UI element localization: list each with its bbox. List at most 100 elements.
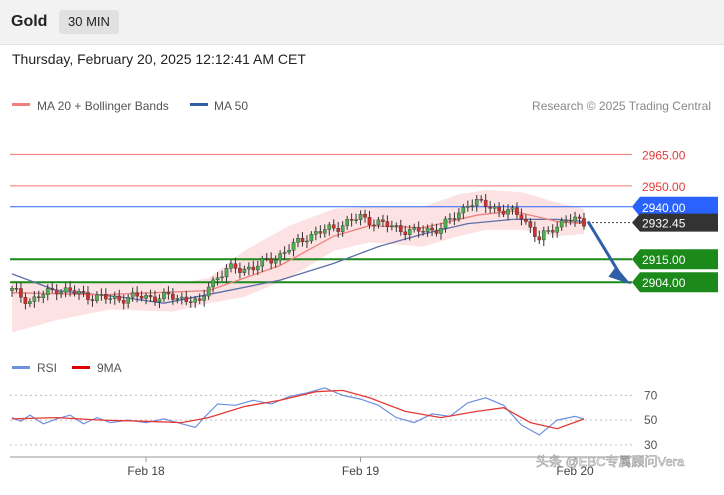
candle (336, 228, 341, 232)
candle (515, 207, 519, 215)
candle (202, 295, 206, 301)
candle (398, 225, 403, 233)
level-tag-2940.00 (632, 196, 718, 217)
candle (10, 288, 14, 291)
candle (171, 293, 175, 300)
candle (479, 199, 484, 201)
candle (77, 290, 81, 294)
last-price-label: 2932.45 (642, 217, 686, 231)
candle (184, 296, 189, 302)
last-price-tag (632, 213, 718, 232)
candle (403, 231, 408, 235)
candle (211, 279, 215, 288)
timeframe-button[interactable]: 30 MIN (59, 10, 119, 34)
candle (466, 206, 470, 208)
candle (68, 287, 72, 291)
rsi-legend-label: RSI (37, 361, 57, 375)
candle (309, 234, 314, 242)
candle (117, 295, 122, 301)
candle (528, 221, 533, 228)
candle (153, 296, 157, 302)
candle (327, 224, 332, 230)
forecast-arrow (586, 220, 622, 276)
candle (59, 291, 63, 295)
candle (323, 229, 327, 234)
candle (474, 199, 479, 206)
level-label-2950.00: 2950.00 (642, 180, 686, 194)
rsi-ma9-line (11, 389, 585, 430)
candle (524, 218, 528, 222)
rsi-tick-label: 70 (644, 388, 658, 402)
candle (564, 220, 568, 222)
x-tick-label: Feb 19 (342, 464, 380, 478)
ma20-legend-label: MA 20 + Bollinger Bands (37, 99, 169, 113)
candle (577, 216, 582, 219)
candle (519, 214, 524, 220)
candle (430, 227, 434, 231)
candle (247, 266, 251, 270)
candle (108, 298, 113, 300)
candle (537, 236, 542, 241)
candle (354, 219, 358, 221)
rsi-tick-label: 50 (644, 413, 658, 427)
candle (582, 218, 586, 227)
candle (104, 294, 108, 300)
candle (291, 242, 296, 251)
candle (541, 230, 546, 241)
candle (425, 227, 430, 232)
candle (148, 295, 153, 298)
x-tick-label: Feb 18 (127, 464, 165, 478)
rsi-line (11, 387, 585, 436)
level-label-2915.00: 2915.00 (642, 253, 686, 267)
candle (457, 212, 461, 220)
candle (166, 291, 171, 295)
candle (421, 231, 425, 233)
candle (568, 220, 573, 222)
candle (340, 225, 345, 232)
candle (363, 213, 367, 218)
candle (54, 289, 59, 295)
candle (50, 288, 55, 291)
candle (278, 253, 282, 261)
candle (510, 207, 515, 210)
candle (376, 219, 381, 226)
bollinger-band (12, 190, 584, 333)
candle (112, 295, 117, 299)
candle (269, 258, 273, 264)
level-label-2940.00: 2940.00 (642, 201, 686, 215)
candle (193, 298, 198, 303)
candle (452, 218, 457, 220)
candle (260, 258, 265, 267)
candle (90, 299, 95, 301)
candle (135, 292, 139, 297)
candle (45, 288, 50, 295)
candle (488, 206, 492, 209)
ma9-legend-label: 9MA (97, 361, 122, 375)
candle (19, 288, 23, 298)
candle (99, 294, 104, 296)
candle (41, 294, 46, 298)
candle (188, 301, 193, 303)
level-label-2965.00: 2965.00 (642, 148, 686, 162)
candle (367, 217, 372, 226)
candle (358, 213, 363, 220)
candle (220, 276, 224, 279)
candle (233, 263, 238, 269)
candle (555, 226, 559, 233)
candle (229, 263, 233, 269)
candle (546, 230, 551, 232)
candle (407, 229, 412, 235)
candle (139, 295, 144, 299)
candle (550, 230, 555, 233)
candle (448, 218, 452, 220)
candle (175, 298, 180, 300)
candle (296, 238, 300, 243)
candle (381, 219, 385, 222)
chart-timestamp: Thursday, February 20, 2025 12:12:41 AM … (12, 51, 306, 67)
candle (559, 220, 564, 228)
candle (412, 227, 416, 230)
candle (264, 258, 269, 260)
candle (434, 229, 439, 234)
candle (483, 199, 488, 208)
title-bar: Gold 30 MIN (0, 0, 724, 45)
